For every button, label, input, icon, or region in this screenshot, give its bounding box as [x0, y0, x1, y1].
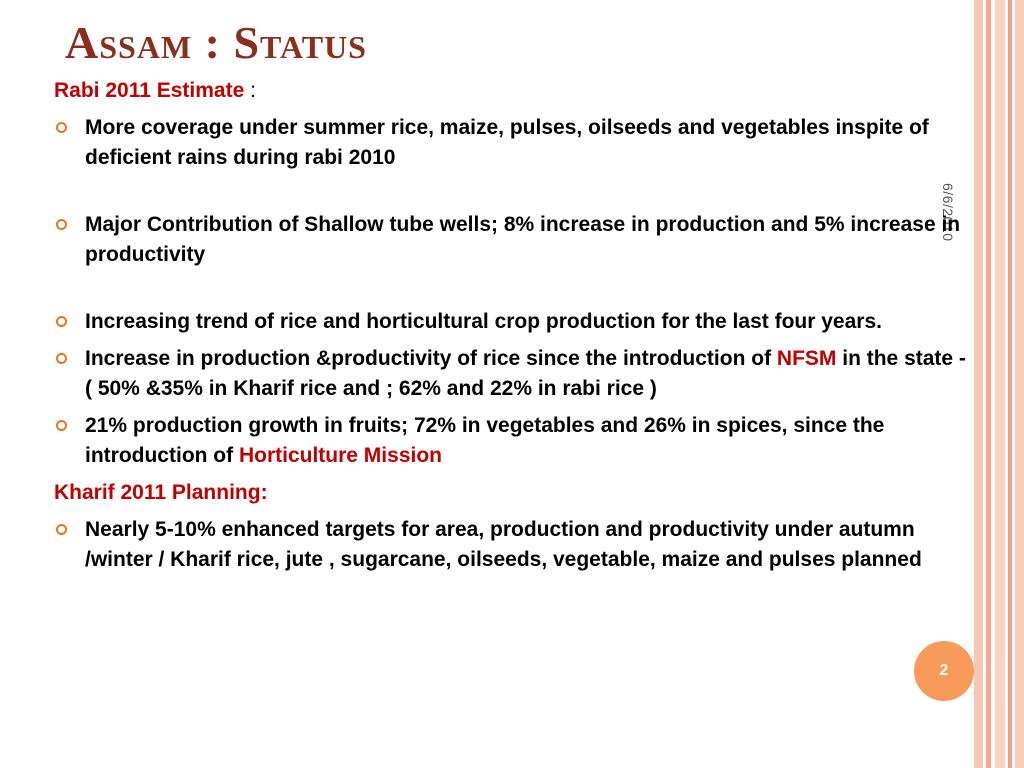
bullet-item: Major Contribution of Shallow tube wells… [54, 210, 974, 270]
bullet-item: More coverage under summer rice, maize, … [54, 113, 974, 173]
bullet-ring-icon [56, 524, 67, 535]
bullet-ring-icon [56, 122, 67, 133]
bullet-text: in the state - ( 50% &35% in Kharif rice… [85, 347, 966, 400]
stripe [995, 0, 1005, 768]
stripe [1008, 0, 1012, 768]
bullet-text: Increase in production &productivity of … [85, 347, 777, 370]
kharif-heading: Kharif 2011 Planning: [54, 481, 268, 504]
rabi-heading-text: Rabi 2011 Estimate [54, 79, 245, 102]
bullet-text: Major Contribution of Shallow tube wells… [85, 213, 961, 266]
bullet-item: Increase in production &productivity of … [54, 344, 974, 404]
page-number: 2 [939, 662, 949, 679]
rabi-heading: Rabi 2011 Estimate : [54, 76, 974, 106]
stripe [986, 0, 991, 768]
stripe [1015, 0, 1024, 768]
bullet-item: 21% production growth in fruits; 72% in … [54, 411, 974, 471]
page-number-badge: 2 [914, 641, 974, 701]
slide-date: 6/6/2010 [940, 183, 956, 242]
bullet-ring-icon [56, 316, 67, 327]
bullet-ring-icon [56, 219, 67, 230]
bullet-item: Nearly 5-10% enhanced targets for area, … [54, 515, 974, 575]
decorative-stripes [974, 0, 1024, 768]
rabi-heading-colon: : [244, 79, 256, 102]
stripe [974, 0, 983, 768]
bullet-ring-icon [56, 353, 67, 364]
slide-content: Rabi 2011 Estimate : More coverage under… [54, 76, 974, 582]
bullet-ring-icon [56, 420, 67, 431]
bullet-text: Nearly 5-10% enhanced targets for area, … [85, 518, 922, 571]
bullet-text: 21% production growth in fruits; 72% in … [85, 414, 885, 467]
bullet-item: Increasing trend of rice and horticultur… [54, 307, 974, 337]
nfsm-highlight: NFSM [776, 347, 837, 370]
slide-title: Assam : Status [65, 17, 367, 68]
bullet-text: More coverage under summer rice, maize, … [85, 116, 929, 169]
bullet-text: Increasing trend of rice and horticultur… [85, 310, 882, 333]
horticulture-mission-highlight: Horticulture Mission [238, 444, 442, 467]
